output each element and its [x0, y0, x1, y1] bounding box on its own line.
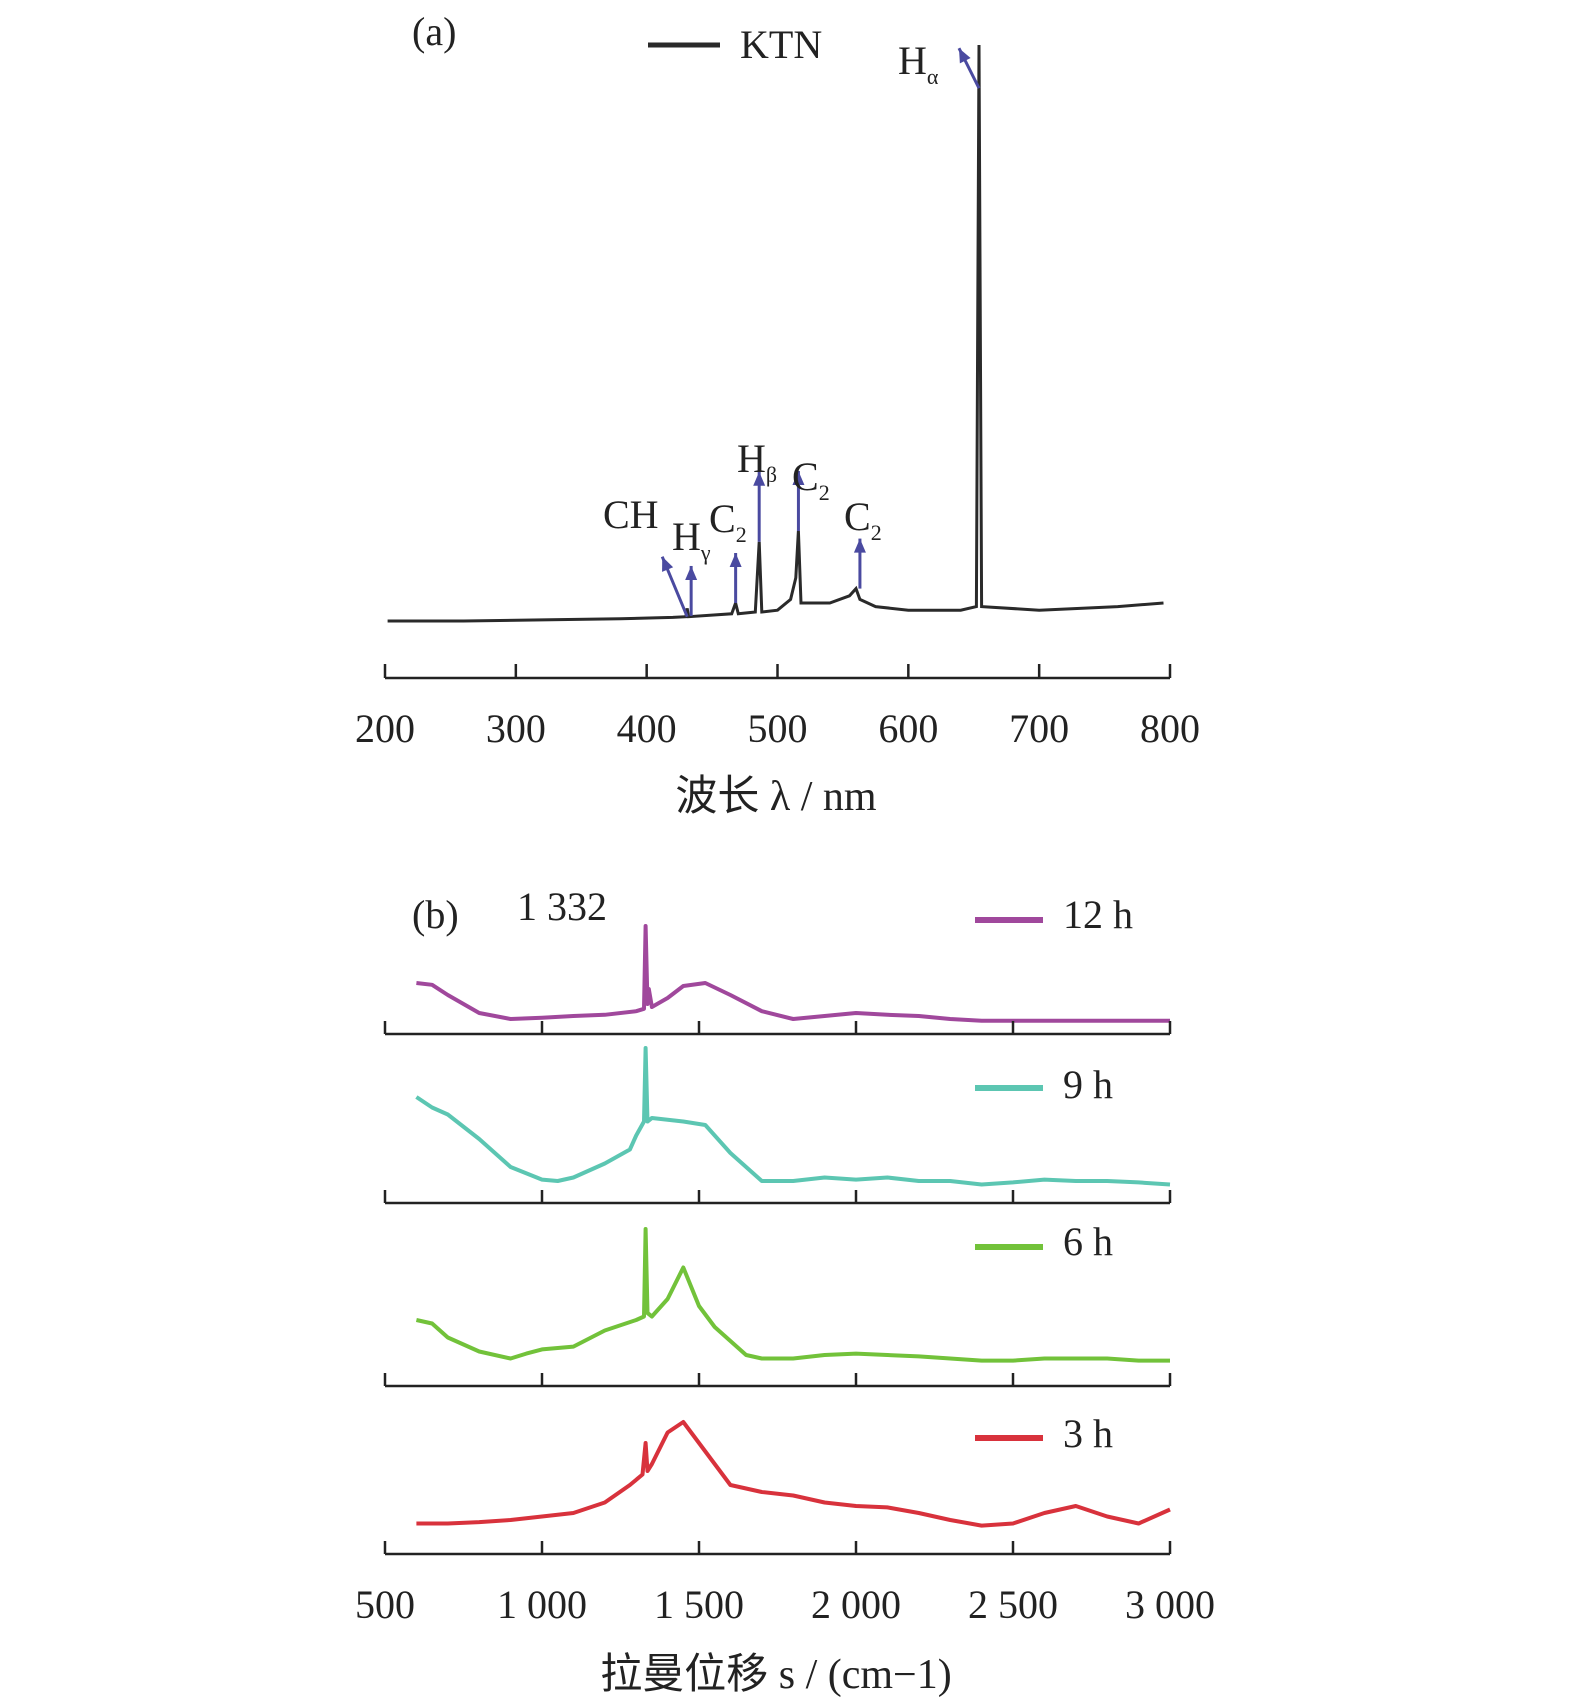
panel-a-x-axis-title: 波长 λ / nm — [675, 774, 877, 820]
legend-9h-label: 9 h — [1063, 1062, 1113, 1107]
series-line-9h — [416, 1048, 1170, 1185]
series-line-3h — [416, 1422, 1170, 1526]
panel-a-series — [388, 45, 1164, 621]
x-tick-label-b-3: 2 000 — [811, 1582, 901, 1627]
x-tick-label-a-2: 400 — [617, 706, 677, 751]
raman-peak-label: 1 332 — [517, 884, 607, 929]
x-tick-label-b-1: 1 000 — [497, 1582, 587, 1627]
x-tick-label-b-0: 500 — [355, 1582, 415, 1627]
peak-label-c2-468: C2 — [709, 496, 747, 547]
peak-label-h-alpha: Hα — [898, 38, 939, 89]
x-tick-label-b-5: 3 000 — [1125, 1582, 1215, 1627]
series-line-12h — [416, 926, 1170, 1021]
panel-a-emission-spectrum: (a) KTN CH Hγ C2 Hβ C2 C2 Hα 200 300 400 50… — [355, 9, 1200, 820]
peak-arrow-head-5 — [854, 539, 866, 553]
legend-12h-label: 12 h — [1063, 892, 1133, 937]
x-tick-label-a-3: 500 — [748, 706, 808, 751]
peak-arrow-head-1 — [685, 566, 697, 580]
peak-label-c2-563: C2 — [844, 494, 882, 545]
panel-a-x-axis: 200 300 400 500 600 700 800 — [355, 664, 1200, 751]
peak-arrow-head-2 — [730, 553, 742, 567]
x-tick-label-a-6: 800 — [1140, 706, 1200, 751]
x-tick-label-a-4: 600 — [878, 706, 938, 751]
peak-label-c2-516: C2 — [792, 454, 830, 505]
panel-a-peak-labels: CH Hγ C2 Hβ C2 C2 Hα — [603, 38, 939, 565]
panel-b-x-axis-title: 拉曼位移 s / (cm−1) — [600, 1651, 951, 1698]
x-tick-label-b-2: 1 500 — [654, 1582, 744, 1627]
legend-ktn-label: KTN — [740, 22, 822, 67]
panel-a-legend: KTN — [648, 22, 822, 67]
series-line-ktn — [388, 45, 1164, 621]
panel-b-axes: 500 1 000 1 500 2 000 2 500 3 000 — [355, 1021, 1215, 1627]
panel-b-legend: 12 h 9 h 6 h 3 h — [975, 892, 1133, 1456]
series-line-6h — [416, 1229, 1170, 1361]
x-tick-label-a-1: 300 — [486, 706, 546, 751]
panel-a-label: (a) — [412, 9, 456, 54]
panel-b-series — [416, 926, 1170, 1526]
legend-3h-label: 3 h — [1063, 1411, 1113, 1456]
panel-b-raman-spectra: (b) 1 332 12 h 9 h 6 h 3 h 500 1 000 1 500… — [355, 884, 1215, 1698]
peak-label-h-beta: Hβ — [737, 436, 777, 487]
peak-label-ch: CH — [603, 492, 659, 537]
x-tick-label-a-0: 200 — [355, 706, 415, 751]
x-tick-label-a-5: 700 — [1009, 706, 1069, 751]
panel-b-label: (b) — [412, 892, 459, 937]
peak-label-h-gamma: Hγ — [672, 514, 711, 565]
x-tick-label-b-4: 2 500 — [968, 1582, 1058, 1627]
legend-6h-label: 6 h — [1063, 1219, 1113, 1264]
